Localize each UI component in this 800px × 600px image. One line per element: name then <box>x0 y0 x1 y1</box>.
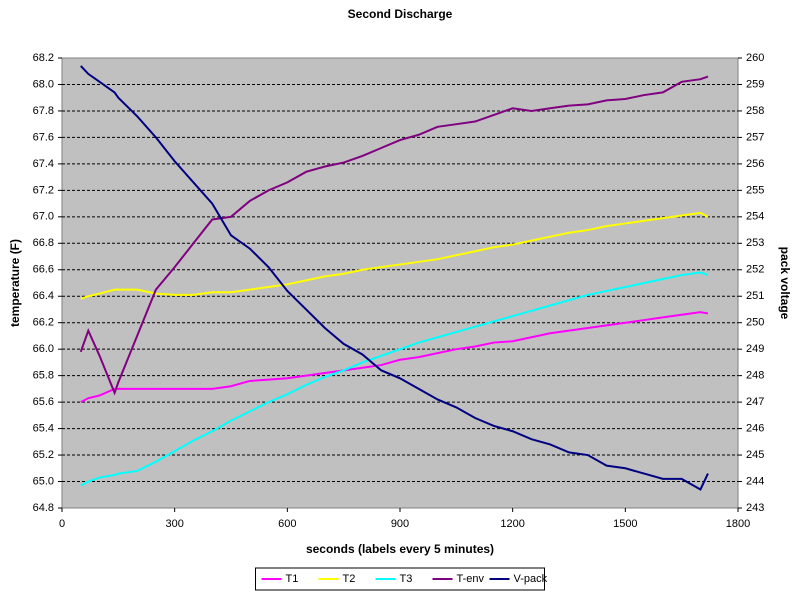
legend-label: T2 <box>343 573 356 585</box>
y2-tick-label: 252 <box>746 264 764 276</box>
y-tick-label: 67.8 <box>33 105 54 117</box>
legend-label: T-env <box>457 573 485 585</box>
legend-box <box>255 567 545 591</box>
x-tick-label: 1800 <box>726 518 750 530</box>
y-tick-label: 66.0 <box>33 343 54 355</box>
y2-tick-label: 255 <box>746 184 764 196</box>
x-tick-label: 0 <box>59 518 65 530</box>
y-axis-label: temperature (F) <box>8 239 22 327</box>
series-line <box>80 65 709 491</box>
y2-tick-label: 244 <box>746 475 764 487</box>
y-tick-label: 68.0 <box>33 78 54 90</box>
y-tick-label: 65.2 <box>33 449 54 461</box>
y2-tick-label: 247 <box>746 396 764 408</box>
x-tick-label: 300 <box>165 518 183 530</box>
plot-area <box>61 57 739 509</box>
series-line <box>79 75 709 396</box>
y-tick-label: 67.2 <box>33 184 54 196</box>
y-tick-label: 65.4 <box>33 422 54 434</box>
y-tick-label: 64.8 <box>33 502 54 514</box>
y2-tick-label: 257 <box>746 131 764 143</box>
y2-tick-label: 258 <box>746 105 764 117</box>
y-tick-label: 67.0 <box>33 211 54 223</box>
legend-label: V-pack <box>514 573 548 585</box>
y-tick-label: 68.2 <box>33 52 54 64</box>
series-line <box>80 271 709 487</box>
x-tick-label: 1500 <box>613 518 637 530</box>
y2-tick-label: 260 <box>746 52 764 64</box>
y2-tick-label: 249 <box>746 343 764 355</box>
series-line <box>80 211 709 300</box>
y2-tick-label: 259 <box>746 78 764 90</box>
x-tick-label: 1200 <box>500 518 524 530</box>
y-tick-label: 65.8 <box>33 370 54 382</box>
legend-label: T3 <box>400 573 413 585</box>
y2-tick-label: 253 <box>746 237 764 249</box>
y2-axis-label: pack voltage <box>778 247 792 320</box>
y-tick-label: 66.8 <box>33 237 54 249</box>
x-axis-label: seconds (labels every 5 minutes) <box>306 542 494 556</box>
x-tick-label: 900 <box>391 518 409 530</box>
y-tick-label: 66.6 <box>33 264 54 276</box>
y2-tick-label: 245 <box>746 449 764 461</box>
y-tick-label: 65.6 <box>33 396 54 408</box>
series-line <box>80 311 709 404</box>
y2-tick-label: 246 <box>746 422 764 434</box>
y2-tick-label: 250 <box>746 317 764 329</box>
y-tick-label: 67.6 <box>33 131 54 143</box>
y2-tick-label: 251 <box>746 290 764 302</box>
y2-tick-label: 254 <box>746 211 764 223</box>
x-tick-label: 600 <box>278 518 296 530</box>
chart-title: Second Discharge <box>348 7 453 21</box>
legend-label: T1 <box>286 573 299 585</box>
y-tick-label: 66.2 <box>33 317 54 329</box>
y-tick-label: 67.4 <box>33 158 54 170</box>
y2-tick-label: 243 <box>746 502 764 514</box>
y-tick-label: 66.4 <box>33 290 54 302</box>
y2-tick-label: 248 <box>746 370 764 382</box>
y2-tick-label: 256 <box>746 158 764 170</box>
y-tick-label: 65.0 <box>33 475 54 487</box>
